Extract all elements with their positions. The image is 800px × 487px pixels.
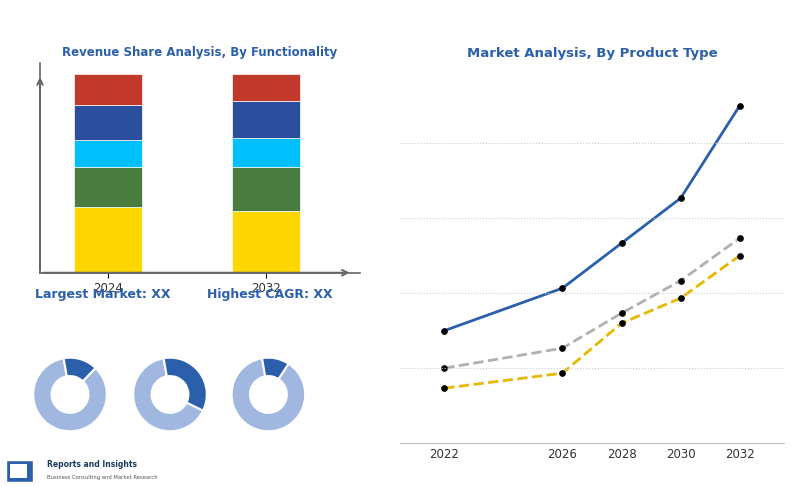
Title: Market Analysis, By Product Type: Market Analysis, By Product Type xyxy=(466,47,718,60)
Bar xyxy=(74,167,142,206)
Text: GLOBAL DISPENSING TRAYS MARKET SEGMENT ANALYSIS: GLOBAL DISPENSING TRAYS MARKET SEGMENT A… xyxy=(12,18,485,33)
Wedge shape xyxy=(34,358,106,431)
Bar xyxy=(232,101,300,138)
Title: Revenue Share Analysis, By Functionality: Revenue Share Analysis, By Functionality xyxy=(62,46,338,59)
Bar xyxy=(232,138,300,167)
Text: Reports and Insights: Reports and Insights xyxy=(47,460,138,468)
Text: Business Consulting and Market Research: Business Consulting and Market Research xyxy=(47,475,158,480)
Text: Highest CAGR: XX: Highest CAGR: XX xyxy=(207,288,333,301)
Bar xyxy=(74,140,142,167)
Bar xyxy=(74,206,142,273)
Wedge shape xyxy=(64,357,95,381)
Wedge shape xyxy=(232,358,305,431)
Bar xyxy=(232,211,300,273)
FancyBboxPatch shape xyxy=(6,460,33,482)
Bar xyxy=(232,75,300,101)
Bar xyxy=(74,75,142,105)
Wedge shape xyxy=(134,358,203,431)
Text: Largest Market: XX: Largest Market: XX xyxy=(34,288,170,301)
Wedge shape xyxy=(164,357,206,411)
Wedge shape xyxy=(262,357,289,379)
Bar xyxy=(232,167,300,211)
Bar xyxy=(74,105,142,140)
FancyBboxPatch shape xyxy=(10,464,27,478)
